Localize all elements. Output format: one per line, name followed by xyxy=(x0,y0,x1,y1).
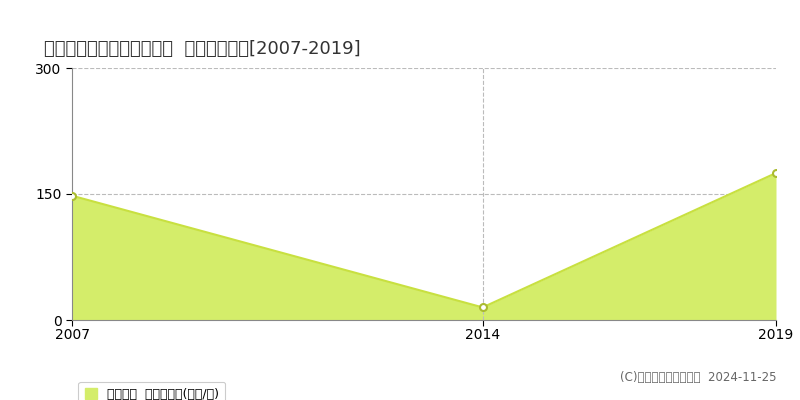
Text: (C)土地価格ドットコム  2024-11-25: (C)土地価格ドットコム 2024-11-25 xyxy=(619,371,776,384)
Text: 京都市右京区西京極北裏町  住宅価格推移[2007-2019]: 京都市右京区西京極北裏町 住宅価格推移[2007-2019] xyxy=(44,40,361,58)
Legend: 住宅価格  平均坪単価(万円/坪): 住宅価格 平均坪単価(万円/坪) xyxy=(78,382,226,400)
